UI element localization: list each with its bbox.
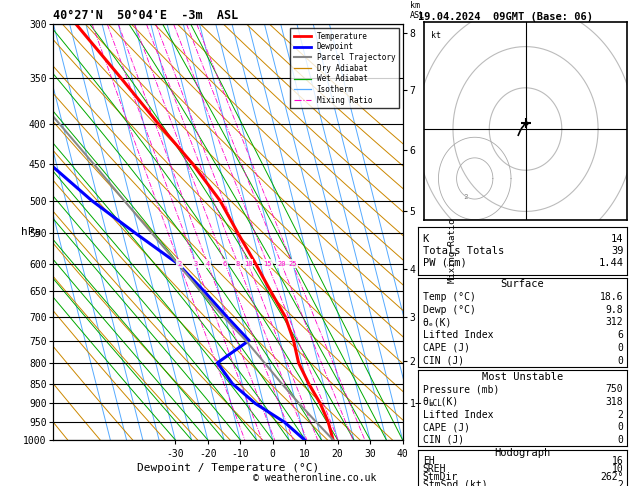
Text: Lifted Index: Lifted Index: [423, 330, 493, 340]
Text: K: K: [423, 234, 429, 244]
Text: Dewp (°C): Dewp (°C): [423, 305, 476, 315]
Text: 262°: 262°: [600, 472, 623, 482]
Legend: Temperature, Dewpoint, Parcel Trajectory, Dry Adiabat, Wet Adiabat, Isotherm, Mi: Temperature, Dewpoint, Parcel Trajectory…: [291, 28, 399, 108]
Text: CAPE (J): CAPE (J): [423, 343, 470, 353]
Text: 10: 10: [611, 464, 623, 474]
Text: θₑ (K): θₑ (K): [423, 397, 458, 407]
Text: 0: 0: [618, 422, 623, 432]
Text: 19.04.2024  09GMT (Base: 06): 19.04.2024 09GMT (Base: 06): [418, 12, 593, 22]
Text: km
ASL: km ASL: [409, 1, 425, 20]
Text: Lifted Index: Lifted Index: [423, 410, 493, 419]
Text: 8: 8: [236, 260, 240, 266]
Text: θₑ(K): θₑ(K): [423, 317, 452, 328]
Text: Pressure (mb): Pressure (mb): [423, 384, 499, 394]
Text: 6: 6: [223, 260, 227, 266]
Text: Surface: Surface: [501, 279, 544, 289]
Text: 16: 16: [611, 456, 623, 466]
Text: StmDir: StmDir: [423, 472, 458, 482]
Text: 40°27'N  50°04'E  -3m  ASL: 40°27'N 50°04'E -3m ASL: [53, 9, 239, 22]
Text: 6: 6: [618, 330, 623, 340]
Text: 25: 25: [288, 260, 297, 266]
Text: 2: 2: [177, 260, 181, 266]
Text: 20: 20: [277, 260, 286, 266]
X-axis label: Dewpoint / Temperature (°C): Dewpoint / Temperature (°C): [137, 463, 319, 473]
Text: Most Unstable: Most Unstable: [482, 372, 563, 382]
Text: Hodograph: Hodograph: [494, 449, 550, 458]
Text: kt: kt: [431, 32, 441, 40]
Text: Temp (°C): Temp (°C): [423, 292, 476, 302]
Text: 2: 2: [618, 410, 623, 419]
Text: CIN (J): CIN (J): [423, 435, 464, 445]
Text: © weatheronline.co.uk: © weatheronline.co.uk: [253, 472, 376, 483]
Text: CAPE (J): CAPE (J): [423, 422, 470, 432]
Text: 1.44: 1.44: [598, 258, 623, 268]
Text: Mixing Ratio (g/kg): Mixing Ratio (g/kg): [448, 181, 457, 283]
Text: StmSpd (kt): StmSpd (kt): [423, 480, 487, 486]
Text: 3: 3: [194, 260, 198, 266]
Text: 312: 312: [606, 317, 623, 328]
Text: 0: 0: [618, 356, 623, 365]
Y-axis label: hPa: hPa: [21, 227, 41, 237]
Text: SREH: SREH: [423, 464, 446, 474]
Text: PW (cm): PW (cm): [423, 258, 467, 268]
Text: 318: 318: [606, 397, 623, 407]
Text: LCL: LCL: [429, 399, 443, 408]
Text: 0: 0: [618, 343, 623, 353]
Text: CIN (J): CIN (J): [423, 356, 464, 365]
Text: 2: 2: [460, 194, 469, 200]
Text: EH: EH: [423, 456, 435, 466]
Text: 14: 14: [611, 234, 623, 244]
Text: 10: 10: [244, 260, 252, 266]
Text: 9.8: 9.8: [606, 305, 623, 315]
Text: 0: 0: [618, 435, 623, 445]
Text: 15: 15: [263, 260, 272, 266]
Text: 39: 39: [611, 246, 623, 256]
Text: 750: 750: [606, 384, 623, 394]
Text: 2: 2: [618, 480, 623, 486]
Text: 18.6: 18.6: [600, 292, 623, 302]
Text: Totals Totals: Totals Totals: [423, 246, 504, 256]
Text: 4: 4: [206, 260, 209, 266]
